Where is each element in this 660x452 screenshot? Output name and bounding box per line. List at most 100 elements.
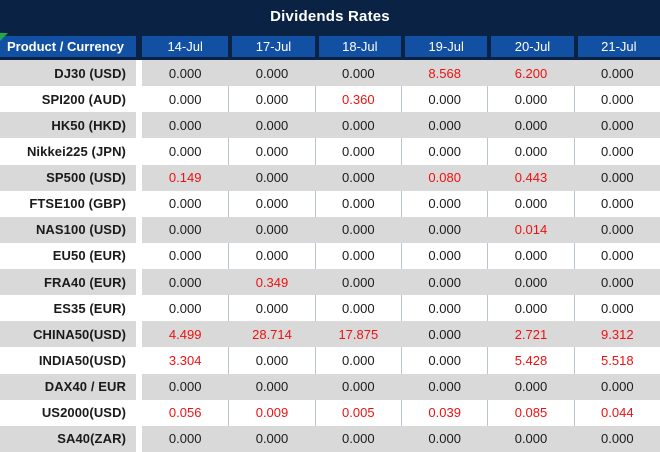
value-cell: 0.000 xyxy=(314,347,401,374)
value-cell: 0.000 xyxy=(342,222,375,238)
table-row: SP500 (USD) 0.149 0.000 0.000 0.080 0.443 0.00… xyxy=(0,164,660,191)
column-header-product: Product / Currency xyxy=(0,36,142,57)
value-cell: 0.080 xyxy=(428,170,461,186)
column-header-date: 21-Jul xyxy=(573,36,660,57)
value-cell: 0.000 xyxy=(514,431,548,447)
value-cell: 0.000 xyxy=(342,65,375,81)
value-cell: 0.000 xyxy=(401,190,487,217)
product-cell: EU50 (EUR) xyxy=(0,242,142,269)
table-row: FRA40 (EUR) 0.000 0.349 0.000 0.000 0.000 0.00… xyxy=(0,269,660,296)
value-cell: 0.000 xyxy=(514,379,548,395)
value-cell: 0.000 xyxy=(487,86,573,113)
table-row: CHINA50(USD) 4.499 28.714 17.875 0.000 2.721 9… xyxy=(0,321,660,348)
value-cell: 0.000 xyxy=(573,295,660,322)
value-cell: 0.000 xyxy=(228,242,314,269)
value-cell: 0.000 xyxy=(314,190,401,217)
table-row: HK50 (HKD) 0.000 0.000 0.000 0.000 0.000 0.000 xyxy=(0,112,660,139)
table-row: INDIA50(USD) 3.304 0.000 0.000 0.000 5.428 5.5… xyxy=(0,347,660,374)
product-cell: US2000(USD) xyxy=(0,399,142,426)
value-cell: 0.056 xyxy=(168,405,202,421)
value-cell: 28.714 xyxy=(252,326,292,342)
value-cell: 0.000 xyxy=(314,242,401,269)
value-cell: 0.000 xyxy=(514,117,548,133)
product-cell: CHINA50(USD) xyxy=(0,321,142,348)
value-cell: 0.000 xyxy=(428,326,461,342)
value-cell: 0.360 xyxy=(314,86,401,113)
value-cell: 0.000 xyxy=(255,117,289,133)
product-cell: NAS100 (USD) xyxy=(0,216,142,243)
value-cell: 0.000 xyxy=(601,379,634,395)
value-cell: 0.000 xyxy=(514,274,548,290)
value-cell: 0.000 xyxy=(401,86,487,113)
table-body: DJ30 (USD) 0.000 0.000 0.000 8.568 6.200 0.000… xyxy=(0,60,660,452)
column-header-date: 18-Jul xyxy=(314,36,401,57)
value-cell: 5.518 xyxy=(573,347,660,374)
value-cell: 0.000 xyxy=(428,222,461,238)
product-cell: DAX40 / EUR xyxy=(0,373,142,400)
table-row: DJ30 (USD) 0.000 0.000 0.000 8.568 6.200 0.000 xyxy=(0,60,660,87)
value-cell: 0.000 xyxy=(487,295,573,322)
product-cell: ES35 (EUR) xyxy=(0,295,142,322)
green-corner-marker-icon xyxy=(0,33,8,41)
product-cell: HK50 (HKD) xyxy=(0,112,142,139)
value-cell: 0.000 xyxy=(573,86,660,113)
value-cell: 0.014 xyxy=(514,222,548,238)
product-cell: FTSE100 (GBP) xyxy=(0,190,142,217)
value-cell: 0.000 xyxy=(487,138,573,165)
table-row: US2000(USD) 0.056 0.009 0.005 0.039 0.085 0.04… xyxy=(0,399,660,426)
value-cell: 0.000 xyxy=(168,274,202,290)
value-cell: 0.000 xyxy=(401,347,487,374)
value-cell: 2.721 xyxy=(514,326,548,342)
product-cell: SP500 (USD) xyxy=(0,164,142,191)
table-row: SA40(ZAR) 0.000 0.000 0.000 0.000 0.000 0.000 xyxy=(0,425,660,452)
value-cell: 0.000 xyxy=(168,65,202,81)
value-cell: 0.000 xyxy=(255,170,289,186)
value-cell: 0.000 xyxy=(255,65,289,81)
value-cell: 17.875 xyxy=(338,326,379,342)
product-cell: Nikkei225 (JPN) xyxy=(0,138,142,165)
value-cell: 0.000 xyxy=(342,170,375,186)
table-row: FTSE100 (GBP) 0.000 0.000 0.000 0.000 0.000 0.… xyxy=(0,190,660,217)
value-cell: 0.000 xyxy=(168,143,202,159)
value-cell: 0.000 xyxy=(342,117,375,133)
value-cell: 0.000 xyxy=(428,379,461,395)
value-cell: 0.039 xyxy=(401,399,487,426)
value-cell: 0.000 xyxy=(168,300,202,316)
value-cell: 0.349 xyxy=(255,274,289,290)
value-cell: 0.000 xyxy=(601,222,634,238)
column-header-date: 19-Jul xyxy=(401,36,488,57)
value-cell: 6.200 xyxy=(514,65,548,81)
value-cell: 0.000 xyxy=(168,196,202,212)
value-cell: 0.000 xyxy=(228,295,314,322)
value-cell: 0.000 xyxy=(601,170,634,186)
value-cell: 0.005 xyxy=(314,399,401,426)
value-cell: 0.044 xyxy=(573,399,660,426)
value-cell: 5.428 xyxy=(487,347,573,374)
product-cell: SPI200 (AUD) xyxy=(0,86,142,113)
value-cell: 0.000 xyxy=(487,190,573,217)
value-cell: 0.000 xyxy=(342,274,375,290)
value-cell: 0.000 xyxy=(428,274,461,290)
value-cell: 0.000 xyxy=(401,242,487,269)
value-cell: 0.000 xyxy=(228,138,314,165)
value-cell: 8.568 xyxy=(428,65,461,81)
value-cell: 0.149 xyxy=(168,170,202,186)
value-cell: 0.085 xyxy=(487,399,573,426)
value-cell: 0.000 xyxy=(573,190,660,217)
product-cell: SA40(ZAR) xyxy=(0,425,142,452)
value-cell: 0.000 xyxy=(255,431,289,447)
value-cell: 0.000 xyxy=(342,379,375,395)
value-cell: 0.000 xyxy=(255,379,289,395)
value-cell: 0.000 xyxy=(228,86,314,113)
value-cell: 0.000 xyxy=(601,431,634,447)
value-cell: 0.000 xyxy=(228,347,314,374)
table-row: Nikkei225 (JPN) 0.000 0.000 0.000 0.000 0.000… xyxy=(0,138,660,165)
value-cell: 0.000 xyxy=(487,242,573,269)
product-cell: INDIA50(USD) xyxy=(0,347,142,374)
table-row: DAX40 / EUR 0.000 0.000 0.000 0.000 0.000 0.00… xyxy=(0,373,660,400)
value-cell: 0.000 xyxy=(428,431,461,447)
page-title: Dividends Rates xyxy=(0,0,660,33)
value-cell: 0.000 xyxy=(573,138,660,165)
column-header-date: 17-Jul xyxy=(228,36,315,57)
